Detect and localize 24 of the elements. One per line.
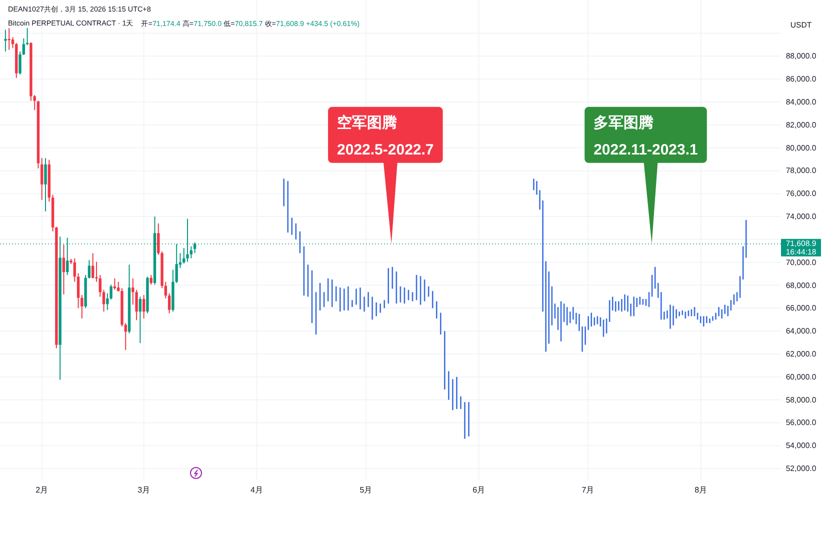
candlestick <box>182 248 186 264</box>
x-tick-label: 8月 <box>694 486 708 494</box>
candlestick <box>190 246 193 259</box>
x-tick-label: 6月 <box>472 486 486 494</box>
x-tick-label: 5月 <box>360 486 372 494</box>
candlestick <box>44 158 47 212</box>
candlestick <box>91 252 94 279</box>
x-tick-label: 7月 <box>582 486 594 494</box>
candlestick <box>138 296 142 344</box>
candlestick <box>4 29 7 52</box>
candlestick <box>76 272 80 309</box>
candlestick <box>73 258 76 282</box>
candlestick <box>11 36 14 49</box>
candlestick <box>142 294 146 319</box>
candlestick <box>98 274 102 298</box>
x-tick-label: 3月 <box>138 486 150 494</box>
x-tick-label: 4月 <box>250 486 263 494</box>
candlestick <box>40 158 44 200</box>
candlestick <box>62 244 66 295</box>
candlestick <box>168 292 171 314</box>
annotation: 空军图腾 2022.5-2022.7 <box>337 113 434 158</box>
candlestick <box>102 289 106 312</box>
x-tick-label: 2月 <box>36 486 48 494</box>
annotation: 多军图腾 2022.11-2023.1 <box>594 114 698 158</box>
